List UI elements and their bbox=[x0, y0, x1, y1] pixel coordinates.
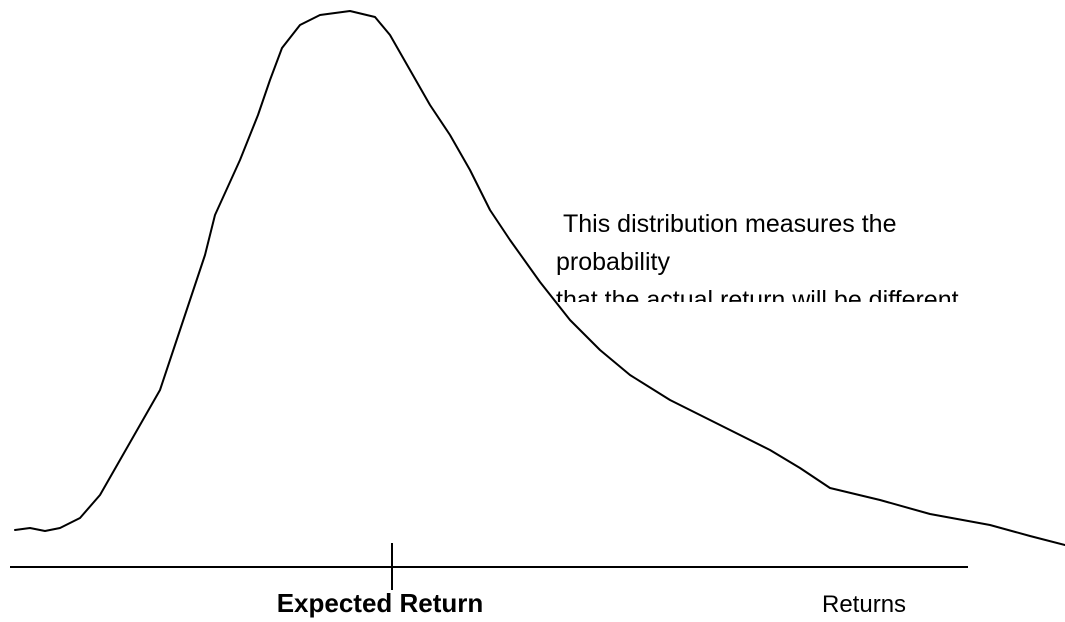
annotation: This distribution measures the probabili… bbox=[556, 210, 959, 314]
annotation-line: probability bbox=[556, 248, 670, 276]
returns-label: Returns bbox=[822, 591, 906, 618]
expected-return-label: Expected Return bbox=[277, 588, 484, 618]
annotation-line: This distribution measures the bbox=[563, 210, 896, 238]
distribution-curve bbox=[14, 10, 1065, 546]
annotation-line: that the actual return will be different bbox=[556, 286, 959, 314]
